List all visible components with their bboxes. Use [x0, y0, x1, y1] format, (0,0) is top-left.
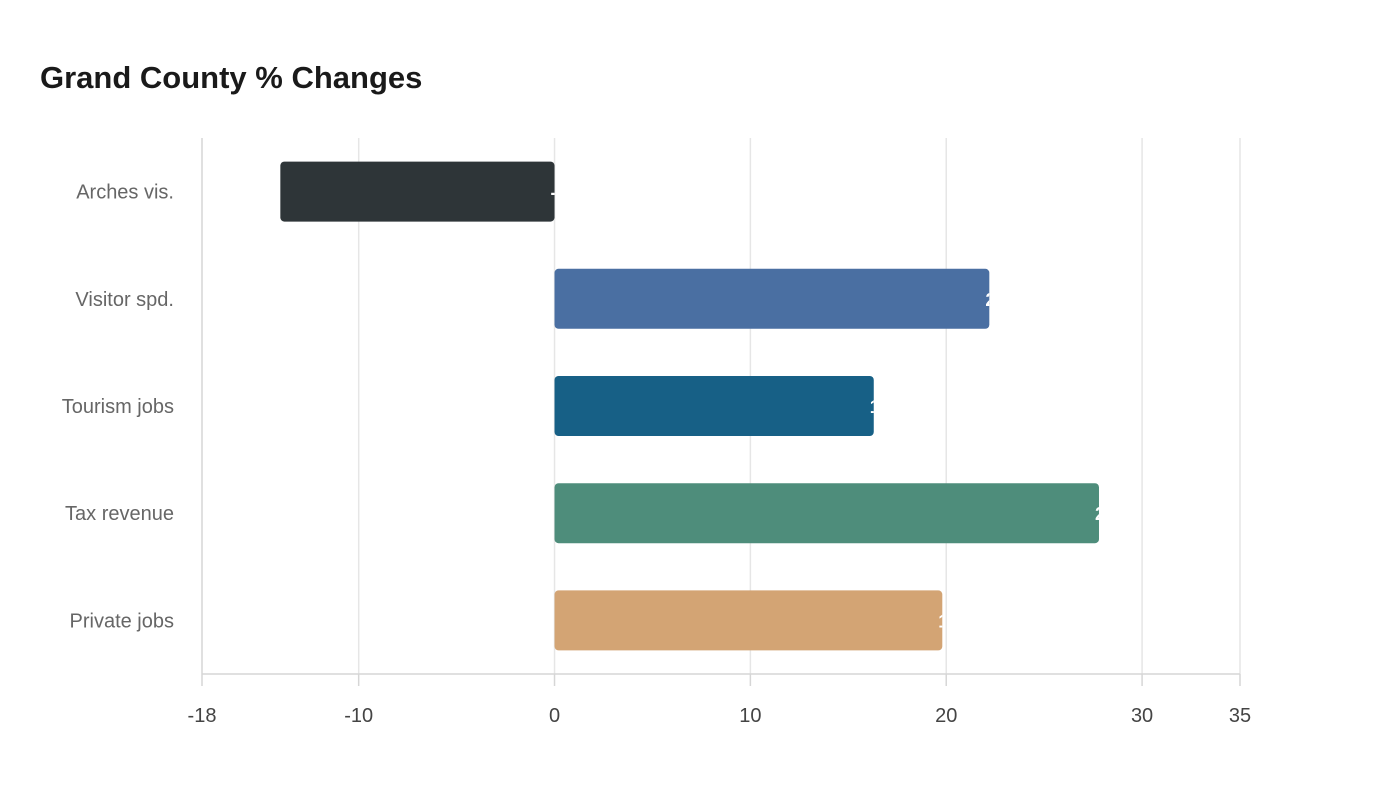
x-tick-label-0: -18: [188, 705, 217, 727]
chart-title: Grand County % Changes: [40, 60, 423, 95]
bars: [280, 161, 1099, 651]
x-tick-label-6: 35: [1229, 705, 1251, 727]
category-label-2: Tourism jobs: [62, 396, 174, 418]
data-label-1: 22.2: [985, 290, 1020, 310]
category-label-4: Private jobs: [70, 610, 175, 632]
data-label-0: -14: [551, 183, 577, 203]
category-label-1: Visitor spd.: [75, 289, 174, 311]
bar-4: [554, 590, 943, 651]
bar-3: [554, 483, 1099, 544]
bar-0: [280, 161, 555, 222]
x-tick-label-1: -10: [344, 705, 373, 727]
axes: [201, 138, 1241, 686]
x-tick-label-3: 10: [739, 705, 761, 727]
bar-1: [554, 268, 990, 329]
labels: -18 -10 0 10 20 30 35 Arches vis. -14 Visitor spd…: [62, 182, 1251, 727]
data-label-3: 27.8: [1095, 504, 1130, 524]
x-tick-label-5: 30: [1131, 705, 1153, 727]
data-label-4: 19.8: [938, 611, 973, 631]
category-label-3: Tax revenue: [65, 503, 174, 525]
bar-2: [554, 376, 874, 436]
x-tick-label-4: 20: [935, 705, 957, 727]
category-label-0: Arches vis.: [76, 182, 174, 204]
x-tick-label-2: 0: [549, 705, 560, 727]
data-label-2: 16.3: [870, 397, 905, 417]
